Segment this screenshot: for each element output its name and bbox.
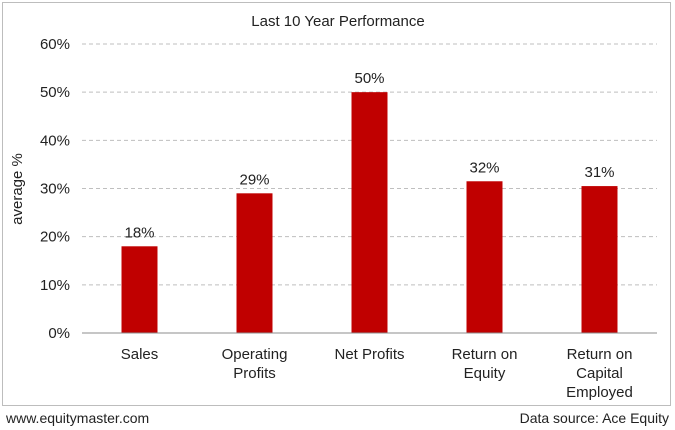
x-tick-label-line: Equity (464, 365, 506, 382)
y-tick-label: 50% (40, 84, 70, 101)
x-tick-label: Net Profits (334, 346, 404, 363)
y-tick-label: 0% (48, 325, 70, 342)
x-tick-label-line: Profits (233, 365, 276, 382)
x-tick-label-line: Sales (121, 346, 159, 363)
y-tick-label: 60% (40, 36, 70, 53)
chart-title: Last 10 Year Performance (251, 13, 424, 30)
bar (351, 92, 388, 334)
y-tick-label: 30% (40, 181, 70, 198)
data-source-note: Data source: Ace Equity (519, 410, 669, 426)
x-tick-label-line: Return on (452, 346, 518, 363)
x-tick-label: Operating Profits (222, 346, 288, 382)
x-tick-labels: Sales Operating Profits Net Profits Return o… (121, 346, 633, 401)
x-tick-label-line: Operating (222, 346, 288, 363)
data-label: 29% (239, 171, 269, 188)
y-tick-label: 20% (40, 229, 70, 246)
bar (466, 181, 503, 333)
y-tick-label: 10% (40, 277, 70, 294)
website-credit: www.equitymaster.com (6, 410, 150, 426)
y-axis-label: average % (9, 153, 26, 225)
y-tick-labels: 0% 10% 20% 30% 40% 50% 60% (40, 36, 70, 342)
data-label: 31% (584, 164, 614, 181)
bar (581, 186, 618, 333)
x-tick-label: Return on Equity (452, 346, 518, 382)
y-tick-label: 40% (40, 132, 70, 149)
data-label: 50% (354, 70, 384, 87)
data-labels: 18% 29% 50% 32% 31% (124, 70, 614, 241)
bar (121, 246, 158, 333)
data-label: 18% (124, 224, 154, 241)
chart-frame (2, 2, 671, 406)
x-tick-label-line: Net Profits (334, 346, 404, 363)
bars (121, 92, 618, 334)
x-tick-label-line: Return on (567, 346, 633, 363)
x-tick-label-line: Employed (566, 384, 633, 401)
bar (236, 193, 273, 333)
x-tick-label-line: Capital (576, 365, 623, 382)
x-tick-label: Return on Capital Employed (566, 346, 633, 401)
x-tick-label: Sales (121, 346, 159, 363)
data-label: 32% (469, 159, 499, 176)
